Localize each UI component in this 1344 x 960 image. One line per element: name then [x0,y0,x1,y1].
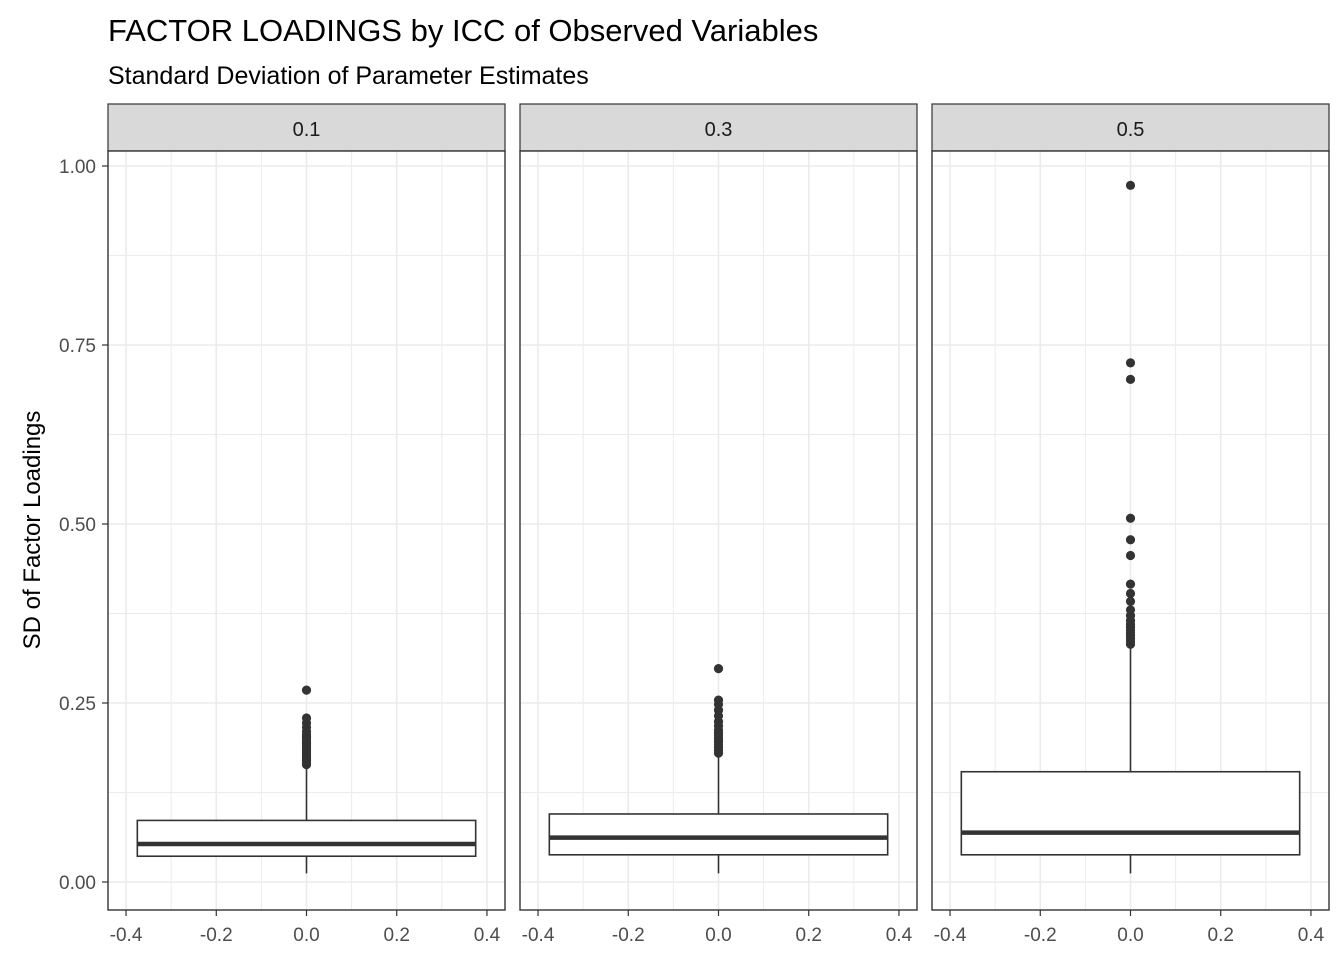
x-tick-label: -0.4 [522,925,555,946]
x-tick-label: 0.2 [384,925,410,946]
outlier-point [1125,550,1136,561]
x-tick-label: -0.2 [1024,925,1057,946]
y-tick-label: 0.00 [59,873,96,894]
facet-strip [931,103,1330,152]
outlier-point [1125,579,1136,589]
x-tick-label: 0.0 [705,925,731,946]
x-tick-label: -0.2 [612,925,645,946]
box-iqr [548,813,889,856]
y-tick-label: 0.25 [59,694,96,715]
outlier-point [1125,605,1136,615]
x-tick-label: 0.4 [474,925,501,946]
x-tick-label: 0.0 [293,925,319,946]
facet-strip [107,103,506,152]
outlier-point [713,664,724,674]
x-tick-label: 0.4 [1298,925,1325,946]
outlier-point [1125,180,1136,190]
outlier-point [301,713,312,723]
outlier-point [1125,513,1136,523]
outlier-point [301,685,312,695]
facet-strip [519,103,918,152]
facet-panel-0-5: 0.5 -0.4 -0.2 0.0 0.2 0.4 [931,103,1330,946]
x-tick-label: -0.4 [934,925,967,946]
y-axis-label: SD of Factor Loadings [19,411,46,650]
outlier-point [1125,588,1136,599]
facet-strip-label: 0.3 [705,119,733,141]
x-tick-label: 0.4 [886,925,913,946]
x-tick-label: 0.2 [1208,925,1234,946]
x-tick-label: -0.4 [110,925,143,946]
x-tick-label: 0.2 [796,925,822,946]
facet-panel-0-3: 0.3 -0.4 -0.2 0.0 0.2 0.4 [519,103,918,946]
facet-strip-label: 0.5 [1117,119,1145,141]
x-tick-label: -0.2 [200,925,233,946]
chart-subtitle: Standard Deviation of Parameter Estimate… [108,62,589,90]
facet-panel-0-1: 0.1 -0.4 -0.2 0.0 0.2 0.4 [107,103,506,946]
outlier-point [713,695,724,705]
facet-panels: 0.00 0.25 0.50 0.75 1.00 0.1 -0.4 -0.2 0.0 0.2 0.4… [59,103,1330,946]
box-iqr [960,770,1301,856]
chart-title: FACTOR LOADINGS by ICC of Observed Varia… [108,13,818,48]
outlier-point [1125,596,1136,606]
facet-strip-label: 0.1 [293,119,321,141]
outlier-point [1125,358,1136,368]
outlier-point [1125,535,1136,545]
x-tick-label: 0.0 [1117,925,1143,946]
box-iqr [136,819,477,858]
y-tick-label: 1.00 [59,157,96,178]
y-tick-label: 0.75 [59,336,96,357]
outlier-point [1125,374,1136,384]
y-tick-label: 0.50 [59,515,96,536]
